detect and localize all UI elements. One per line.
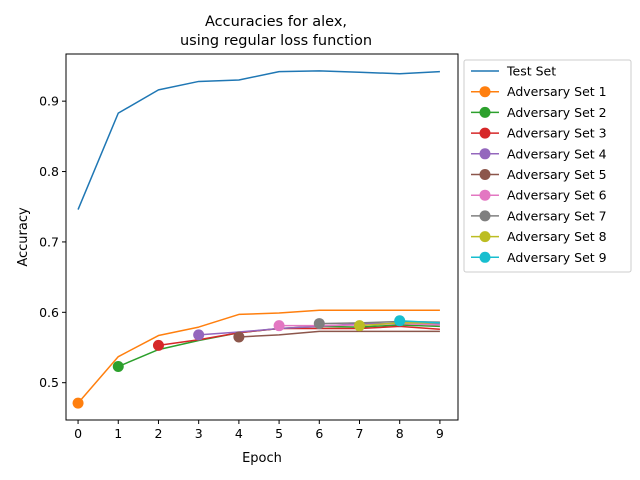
x-tick-label: 6 [315,426,323,441]
legend-label: Adversary Set 3 [507,126,607,141]
legend-label: Test Set [506,64,556,79]
series-marker-3 [112,361,124,373]
legend-marker [479,169,491,180]
x-tick-label: 1 [114,426,122,441]
x-tick-label: 2 [154,426,162,441]
legend-marker [479,189,491,201]
x-tick-label: 0 [74,426,82,441]
series-line-1 [77,70,440,210]
series-marker-6 [233,331,245,343]
series-marker-2 [72,397,84,409]
x-tick-label: 4 [235,426,243,441]
legend-frame [463,59,632,273]
x-tick-label: 7 [356,426,364,441]
legend-label: Adversary Set 2 [507,105,607,120]
series-marker-8 [313,318,325,330]
y-tick-label: 0.8 [39,164,59,179]
legend-marker [479,148,491,160]
x-tick-label: 3 [195,426,203,441]
series-marker-4 [152,339,164,351]
y-tick-label: 0.5 [39,375,59,390]
y-axis-label: Accuracy [16,207,31,267]
legend-marker [479,251,491,263]
series-line-6 [238,330,440,338]
x-axis: 0 1 2 3 4 5 6 7 8 9 [74,420,444,441]
legend-marker [479,231,491,243]
legend-marker [479,86,491,98]
legend-label: Adversary Set 9 [507,250,607,265]
chart-title-line-2: using regular loss function [180,33,372,49]
x-tick-label: 9 [436,426,444,441]
series-layer [72,70,440,409]
series-line-4 [158,325,440,347]
legend-label: Adversary Set 7 [507,208,607,223]
y-tick-label: 0.7 [39,234,59,249]
series-marker-7 [273,320,285,332]
x-tick-label: 8 [396,426,404,441]
series-marker-5 [193,329,205,341]
legend-label: Adversary Set 5 [507,167,607,182]
series-marker-10 [394,315,406,327]
legend: Test Set Adversary Set 1 Adversary Set 2 Ad… [463,59,632,273]
x-tick-label: 5 [275,426,283,441]
chart-title-line-1: Accuracies for alex, [205,14,347,30]
series-line-2 [77,309,440,404]
y-tick-label: 0.6 [39,305,59,320]
series-line-10 [399,320,440,324]
plot-frame [65,53,459,421]
series-marker-9 [353,320,365,332]
legend-marker [479,106,491,118]
legend-label: Adversary Set 1 [507,84,607,99]
legend-label: Adversary Set 8 [507,229,607,244]
legend-label: Adversary Set 4 [507,146,607,161]
y-tick-label: 0.9 [39,94,59,109]
y-axis: 0.5 0.6 0.7 0.8 0.9 [39,94,66,390]
legend-label: Adversary Set 6 [507,188,607,203]
legend-marker [479,210,491,222]
legend-marker [479,127,491,139]
x-axis-label: Epoch [242,451,282,466]
